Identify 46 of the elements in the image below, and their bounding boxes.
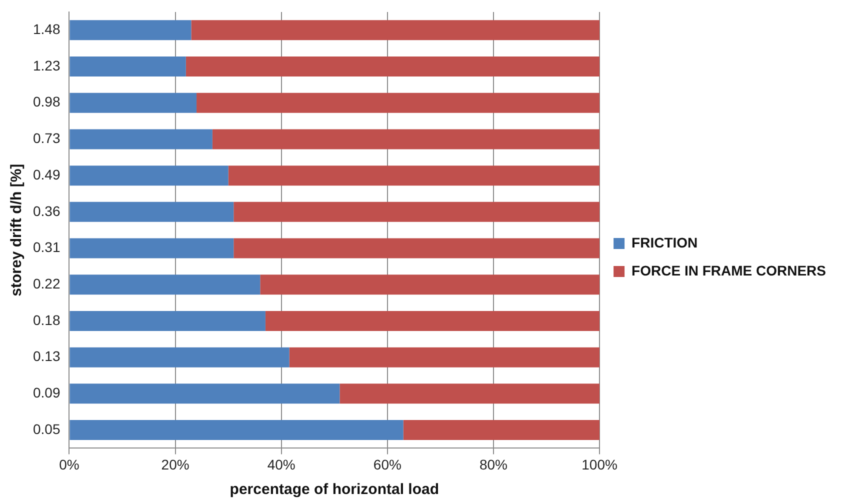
x-tick-label: 20%: [161, 456, 190, 472]
bar: [212, 129, 600, 150]
y-tick-label: 0.18: [33, 312, 60, 328]
bar: [70, 20, 192, 40]
bar: [289, 347, 600, 368]
x-axis-title: percentage of horizontal load: [230, 481, 439, 498]
x-tick-label: 60%: [373, 456, 402, 472]
y-tick-label: 0.98: [33, 94, 60, 110]
y-tick-label: 0.49: [33, 166, 60, 182]
x-tick-label: 40%: [267, 456, 296, 472]
bar: [70, 420, 404, 440]
bar: [70, 166, 228, 186]
y-tick-label: 0.09: [33, 384, 60, 401]
y-tick-label: 0.13: [33, 348, 60, 364]
bar: [70, 202, 234, 222]
y-tick-label: 0.22: [33, 275, 60, 292]
y-tick-label: 1.23: [33, 57, 60, 74]
bar: [70, 347, 290, 368]
x-tick-label: 100%: [582, 456, 618, 472]
y-tick-label: 0.31: [33, 239, 60, 256]
bar: [70, 310, 266, 331]
bar: [196, 92, 600, 113]
bar: [234, 238, 600, 258]
x-tick-label: 80%: [479, 456, 508, 472]
bar: [70, 92, 197, 113]
bar: [186, 56, 600, 77]
bar: [260, 274, 600, 295]
bar: [70, 384, 340, 404]
y-tick-label: 1.48: [33, 21, 60, 38]
bar: [70, 56, 186, 77]
y-tick-label: 0.36: [33, 202, 60, 219]
y-tick-label: 0.05: [33, 420, 60, 437]
bar: [228, 166, 600, 186]
x-tick-label: 0%: [59, 456, 80, 472]
bar: [340, 384, 600, 404]
bar: [403, 420, 600, 440]
bar: [191, 20, 600, 40]
bar: [70, 274, 260, 295]
legend-label: FORCE IN FRAME CORNERS: [632, 262, 826, 278]
y-tick-label: 0.73: [33, 130, 60, 146]
bar: [234, 202, 600, 222]
y-axis-title: storey drift d/h [%]: [8, 164, 26, 296]
bar: [70, 238, 234, 258]
bar: [265, 310, 600, 331]
bar: [70, 129, 212, 150]
legend-label: FRICTION: [632, 234, 698, 250]
